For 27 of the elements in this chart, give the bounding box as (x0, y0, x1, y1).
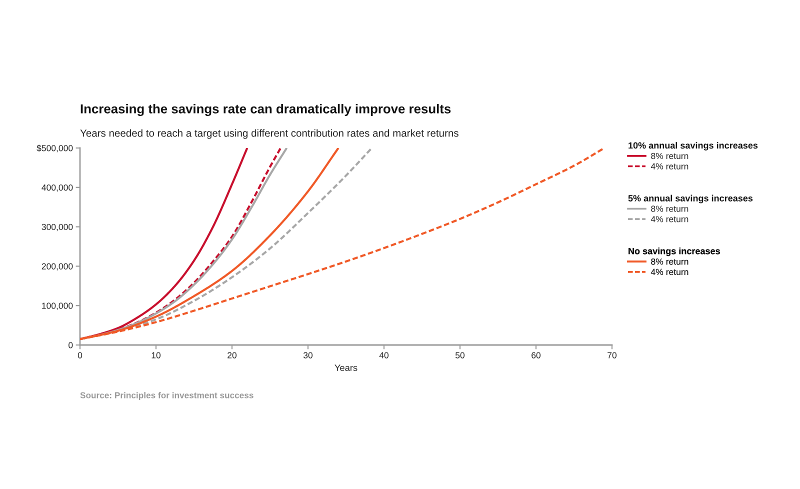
legend-label: 8% return (651, 206, 688, 212)
legend-label: 4% return (650, 163, 688, 170)
x-tick-label: 30 (303, 352, 313, 358)
y-tick-label: 0 (68, 342, 73, 348)
text: No savings increases (628, 248, 720, 256)
legend-label: 8% return (651, 258, 688, 265)
y-tick-label: 200,000 (42, 263, 73, 270)
chart-subtitle: Years needed to reach a target using different contribution rates and market returns (80, 129, 458, 139)
x-tick-label: 20 (228, 352, 237, 358)
x-tick-label: 10 (152, 352, 161, 358)
legend-label: 4% return (650, 268, 688, 276)
legend-label: 4% return (650, 216, 688, 222)
y-tick-label: 100,000 (42, 302, 73, 310)
chart-title: Increasing the savings rate can dramatically improve results (80, 104, 451, 116)
x-tick-label: 60 (532, 352, 541, 358)
text: 10% annual savings increases (628, 142, 758, 150)
y-tick-label: 400,000 (42, 184, 73, 192)
legend-label: 8% return (651, 152, 688, 160)
x-axis-title: Years (334, 364, 358, 371)
x-tick-label: 0 (78, 352, 82, 358)
source-note: Source: Principles for investment success (80, 392, 254, 400)
text: 5% annual savings increases (628, 194, 753, 204)
y-tick-label: 300,000 (42, 224, 73, 232)
x-tick-label: 40 (379, 352, 389, 358)
y-tick-label: $500,000 (36, 144, 73, 152)
x-tick-label: 70 (608, 352, 617, 358)
x-tick-label: 50 (455, 352, 465, 358)
